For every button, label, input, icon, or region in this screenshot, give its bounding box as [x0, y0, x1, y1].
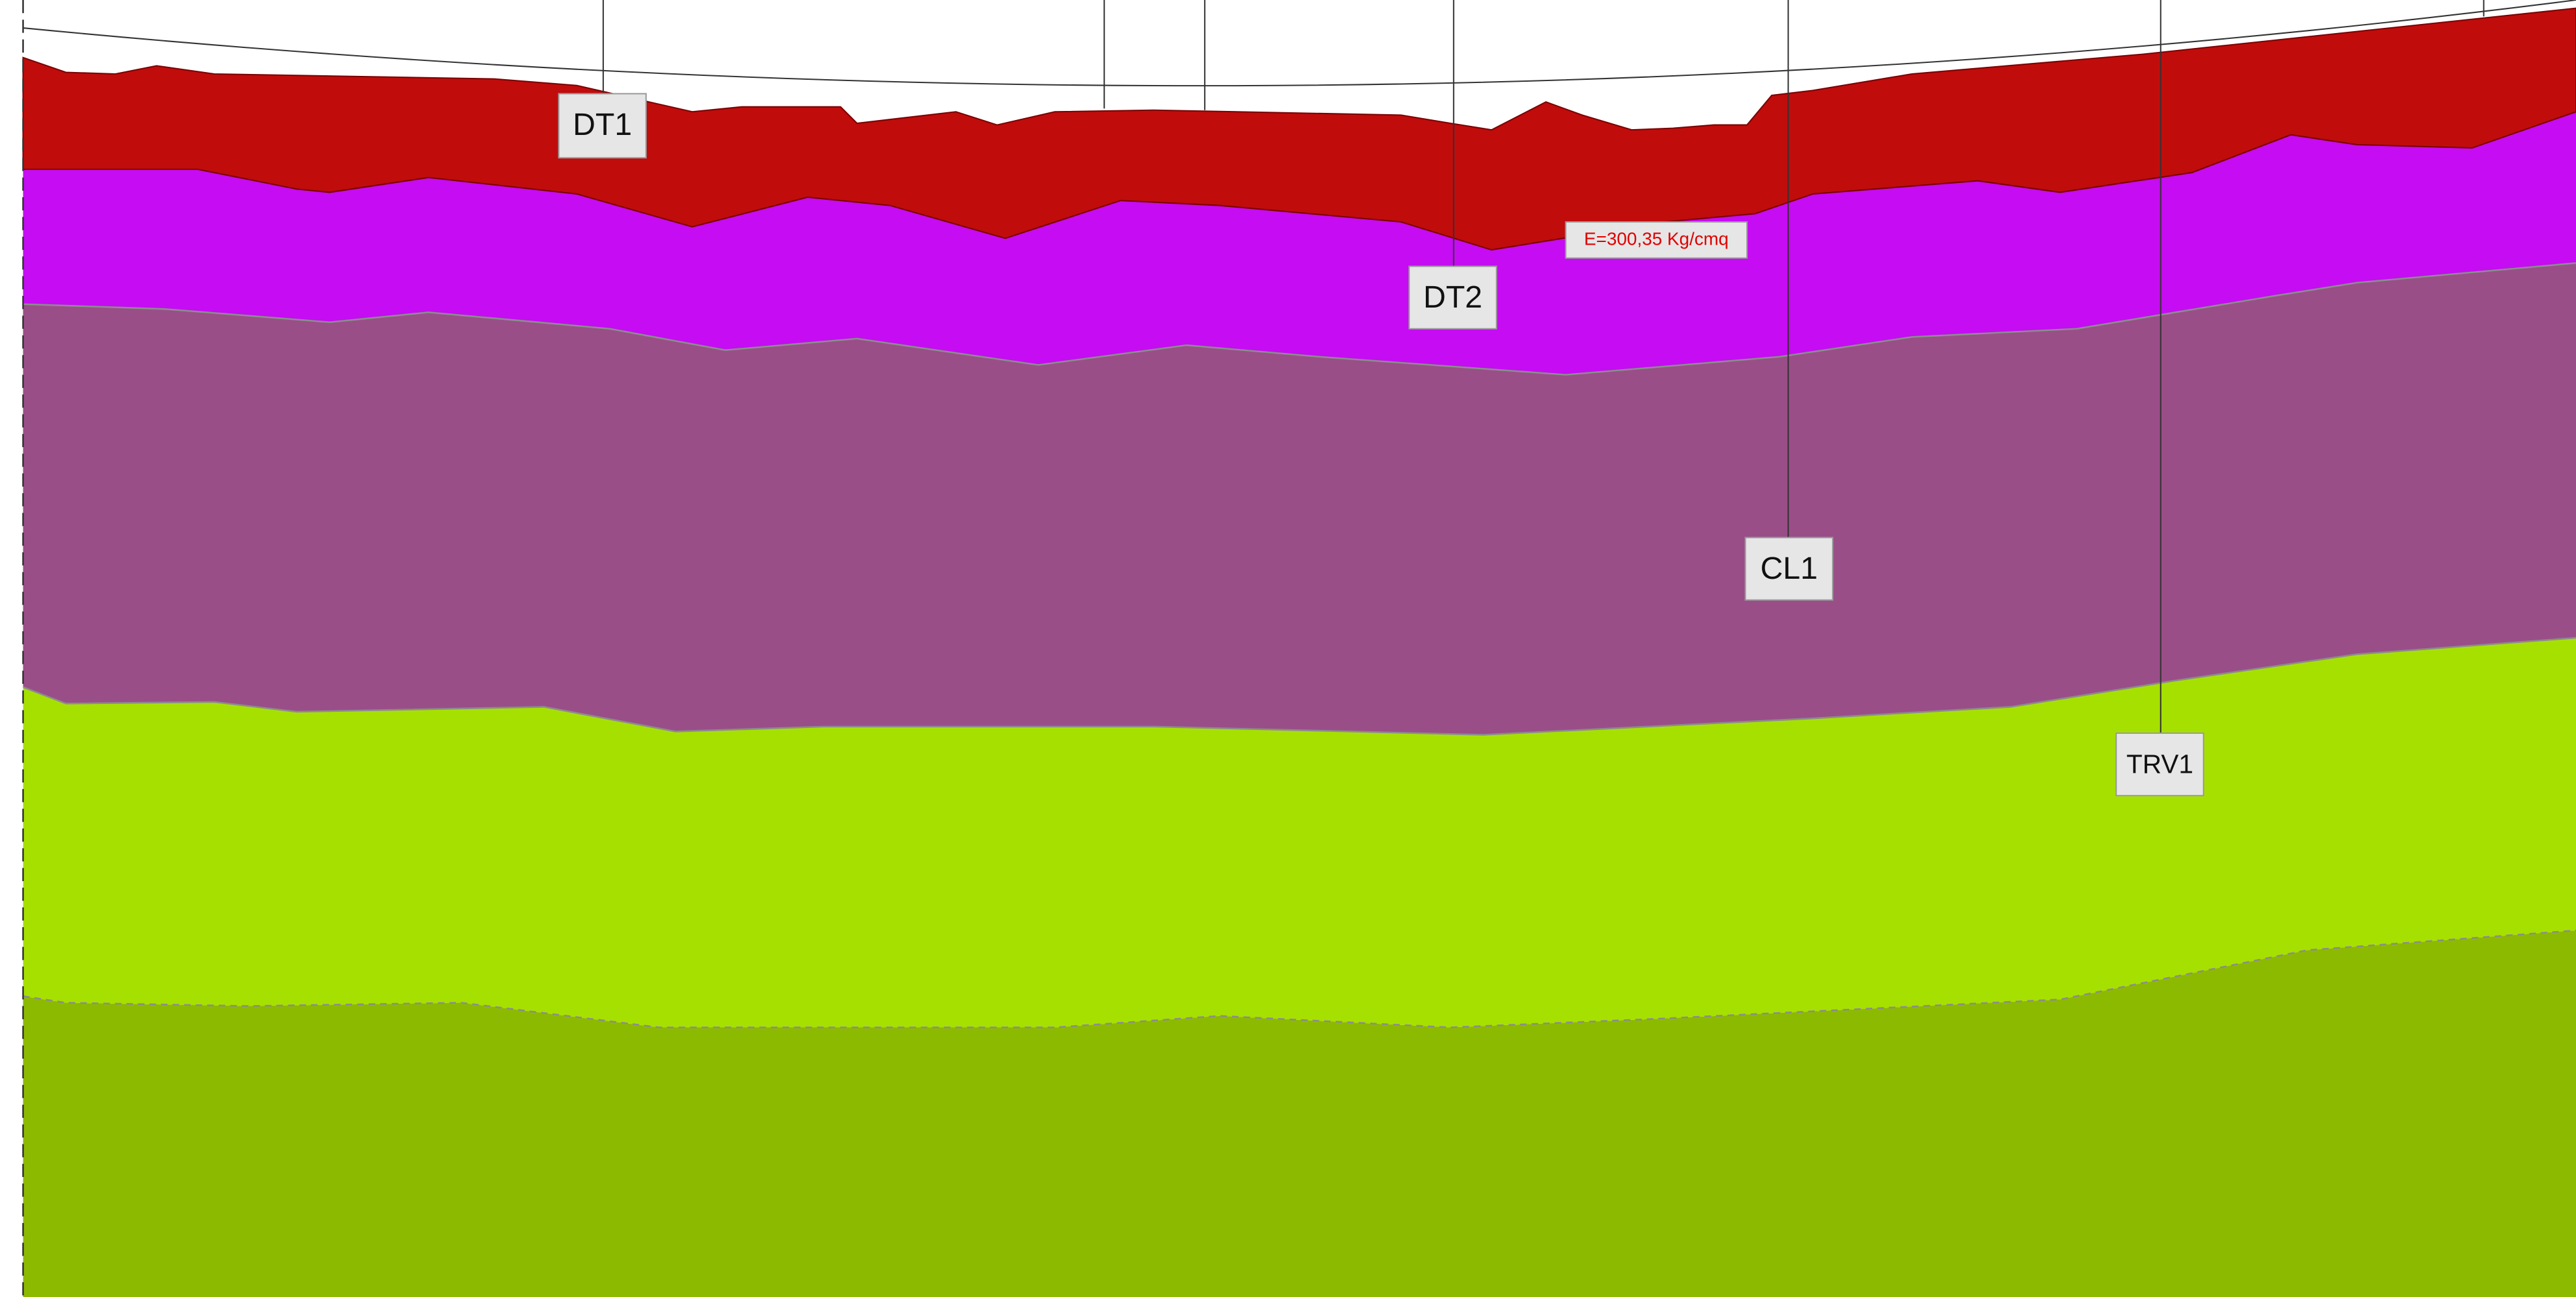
borehole-label: DT1: [573, 107, 632, 142]
borehole-label: DT2: [1423, 280, 1482, 315]
label-box: [1565, 221, 1748, 259]
layer-light-green: [23, 638, 2576, 1028]
layer-mauve: [23, 263, 2576, 735]
layer-boundary: [23, 929, 2576, 1028]
reference-line: [23, 0, 2576, 87]
layer-dark-green: [23, 930, 2576, 1297]
label-box: [1408, 265, 1497, 330]
label-box: [2115, 732, 2204, 797]
label-box: [558, 93, 647, 159]
borehole-label: CL1: [1761, 551, 1818, 586]
layer-red: [22, 7, 2576, 251]
layer-purple: [23, 112, 2576, 375]
layer-boundary: [23, 262, 2576, 376]
strength-label: E=300,35 Kg/cmq: [1584, 228, 1729, 248]
layer-boundary: [23, 636, 2576, 736]
label-box: [1744, 537, 1834, 601]
borehole-label: TRV1: [2126, 749, 2193, 779]
